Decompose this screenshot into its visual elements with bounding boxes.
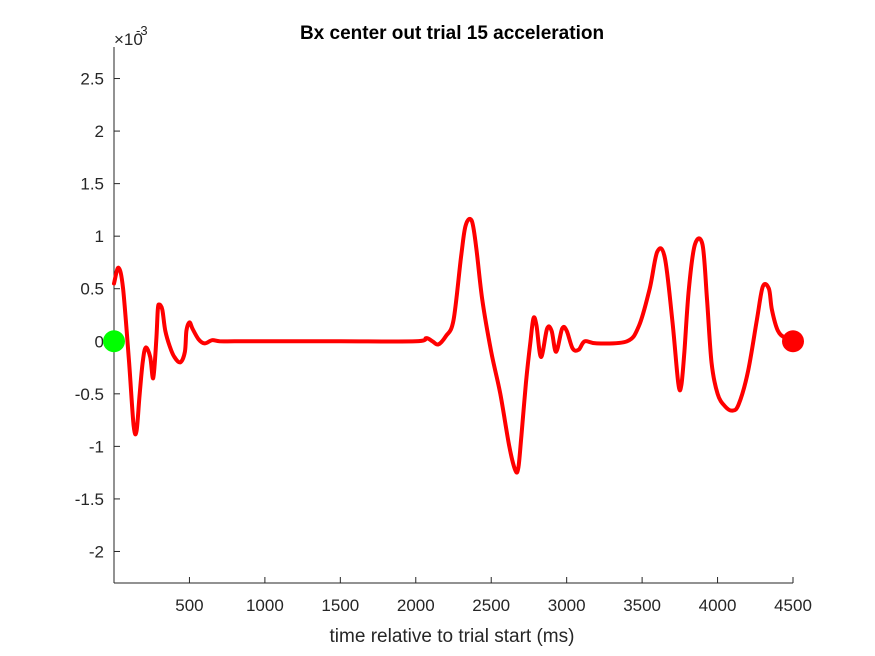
x-tick-label: 1500 xyxy=(321,596,359,615)
y-tick-label: 0.5 xyxy=(80,280,104,299)
x-tick-label: 2500 xyxy=(472,596,510,615)
y-ticks: 2.5 2 1.5 1 0.5 0 -0.5 -1 -1.5 -2 xyxy=(75,70,120,561)
y-tick-label: 1 xyxy=(95,227,104,246)
x-tick-label: 3500 xyxy=(623,596,661,615)
axes xyxy=(113,47,793,584)
x-tick-label: 3000 xyxy=(548,596,586,615)
x-tick-label: 4000 xyxy=(699,596,737,615)
y-exponent-base: ×10 xyxy=(114,30,143,49)
x-tick-label: 500 xyxy=(175,596,203,615)
y-tick-label: -1 xyxy=(89,437,104,456)
y-tick-label: 1.5 xyxy=(80,175,104,194)
x-axis-label: time relative to trial start (ms) xyxy=(330,626,575,647)
y-tick-label: 2.5 xyxy=(80,70,104,89)
y-exponent-label: ×10 -3 xyxy=(114,23,148,49)
series-line xyxy=(112,216,795,475)
y-exponent-power: -3 xyxy=(136,23,148,38)
x-tick-label: 2000 xyxy=(397,596,435,615)
start-marker xyxy=(103,330,125,353)
x-tick-label: 4500 xyxy=(774,596,812,615)
end-marker xyxy=(782,330,804,353)
x-ticks: 500 1000 1500 2000 2500 3000 3500 4000 4500 xyxy=(175,577,812,615)
x-tick-label: 1000 xyxy=(246,596,284,615)
y-tick-label: -0.5 xyxy=(75,385,104,404)
y-tick-label: 2 xyxy=(95,122,104,141)
chart-title: Bx center out trial 15 acceleration xyxy=(300,23,604,44)
y-tick-label: 0 xyxy=(95,332,104,351)
y-tick-label: -2 xyxy=(89,542,104,561)
y-tick-label: -1.5 xyxy=(75,490,104,509)
